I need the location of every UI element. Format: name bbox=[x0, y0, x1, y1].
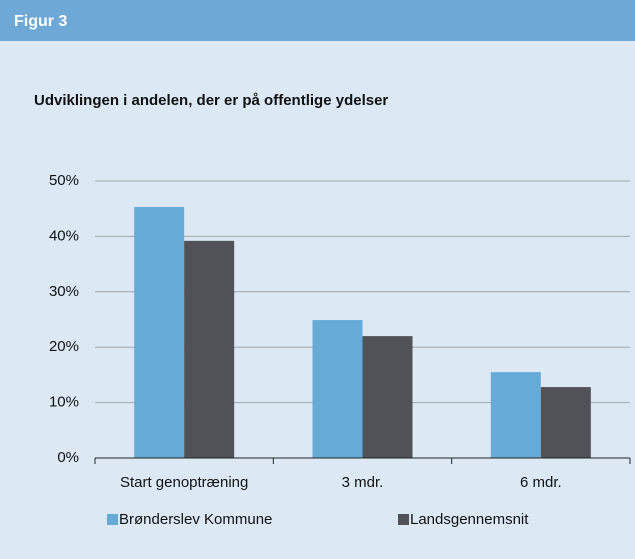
bar bbox=[184, 240, 235, 458]
header-bar bbox=[0, 0, 635, 41]
x-tick-label: 3 mdr. bbox=[342, 474, 384, 491]
y-tick-label: 20% bbox=[49, 338, 79, 355]
y-tick-label: 50% bbox=[49, 172, 79, 189]
legend-label: Brønderslev Kommune bbox=[119, 511, 272, 528]
x-tick-label: Start genoptræning bbox=[120, 474, 248, 491]
bar bbox=[134, 207, 185, 458]
y-tick-label: 40% bbox=[49, 227, 79, 244]
x-tick-label: 6 mdr. bbox=[520, 474, 562, 491]
y-tick-label: 0% bbox=[57, 449, 79, 466]
legend-swatch bbox=[107, 514, 118, 525]
y-tick-label: 10% bbox=[49, 394, 79, 411]
header-title: Figur 3 bbox=[14, 13, 67, 30]
legend-swatch bbox=[398, 514, 409, 525]
bar bbox=[490, 372, 541, 458]
legend-label: Landsgennemsnit bbox=[410, 511, 529, 528]
bar bbox=[540, 387, 591, 458]
bar bbox=[362, 336, 413, 458]
chart-title: Udviklingen i andelen, der er på offentl… bbox=[34, 92, 388, 109]
bar bbox=[312, 320, 363, 458]
y-tick-label: 30% bbox=[49, 283, 79, 300]
